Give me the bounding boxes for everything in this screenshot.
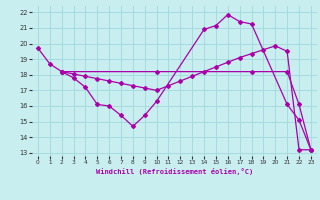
X-axis label: Windchill (Refroidissement éolien,°C): Windchill (Refroidissement éolien,°C) <box>96 168 253 175</box>
